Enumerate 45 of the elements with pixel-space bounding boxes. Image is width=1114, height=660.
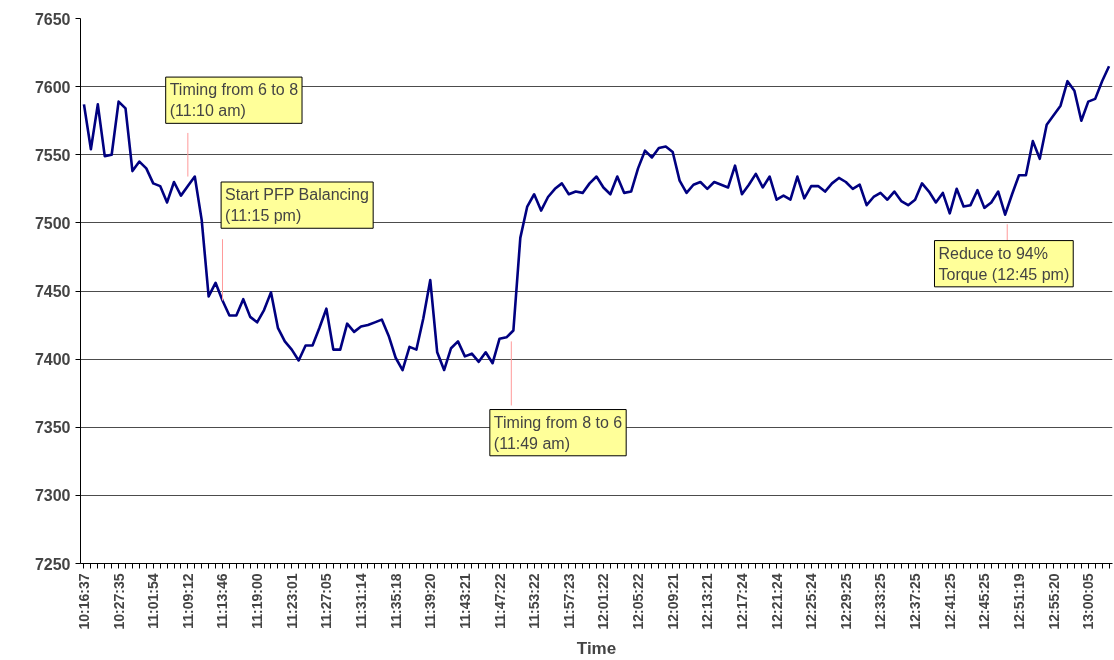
x-tick-label: 10:27:35 (110, 573, 127, 630)
x-tick-label: 11:23:01 (283, 573, 300, 629)
y-tick-label: 7650 (34, 10, 71, 28)
x-tick-label: 12:25:24 (803, 573, 820, 630)
x-tick-label: 12:17:24 (733, 573, 750, 630)
x-tick-label: 11:19:00 (249, 573, 266, 629)
x-tick-label: 12:13:21 (699, 573, 716, 630)
annotation: Reduce to 94% Torque (12:45 pm) (938, 244, 1070, 283)
annotation: Timing from 6 to 8 (11:10 am) (169, 81, 299, 120)
y-tick-label: 7400 (34, 351, 71, 369)
annotation: Start PFP Balancing (11:15 pm) (225, 186, 369, 225)
x-tick-label: 12:33:25 (872, 573, 889, 630)
x-tick-label: 11:31:14 (353, 573, 370, 629)
y-tick-label: 7600 (34, 78, 71, 96)
x-tick-label: 12:45:25 (976, 573, 993, 630)
line-series (82, 64, 1111, 372)
x-tick-label: 10:16:37 (75, 573, 92, 630)
y-tick-label: 7300 (34, 487, 71, 505)
x-tick-label: 11:13:46 (214, 573, 231, 629)
x-tick-label: 12:37:25 (907, 573, 924, 630)
x-tick-label: 11:39:20 (422, 573, 439, 629)
y-tick-label: 7250 (34, 555, 71, 573)
x-axis-title: Time (576, 638, 617, 658)
x-tick-label: 11:43:21 (456, 573, 473, 629)
x-tick-label: 12:21:24 (768, 573, 785, 630)
x-tick-label: 12:51:19 (1011, 573, 1027, 630)
y-tick-label: 7350 (34, 419, 71, 437)
x-tick-label: 11:35:18 (387, 573, 404, 629)
x-tick-label: 12:01:22 (595, 573, 612, 630)
x-tick-label: 11:47:22 (491, 573, 508, 629)
x-tick-label: 12:55:20 (1045, 573, 1062, 630)
y-tick-label: 7500 (34, 214, 71, 232)
x-tick-label: 11:53:22 (526, 573, 543, 629)
x-tick-label: 11:57:23 (560, 573, 577, 629)
annotation: Timing from 8 to 6 (11:49 am) (493, 413, 623, 452)
x-tick-label: 11:09:12 (179, 573, 196, 629)
x-tick-label: 12:09:21 (664, 573, 681, 630)
x-tick-label: 12:05:22 (630, 573, 647, 630)
x-tick-label: 12:41:25 (941, 573, 958, 630)
x-tick-label: 13:00:05 (1080, 573, 1097, 630)
y-tick-label: 7550 (34, 146, 71, 164)
x-tick-label: 11:01:54 (145, 573, 162, 629)
y-tick-label: 7450 (34, 283, 71, 300)
x-tick-label: 12:29:25 (837, 573, 854, 630)
x-tick-label: 11:27:05 (318, 573, 335, 629)
